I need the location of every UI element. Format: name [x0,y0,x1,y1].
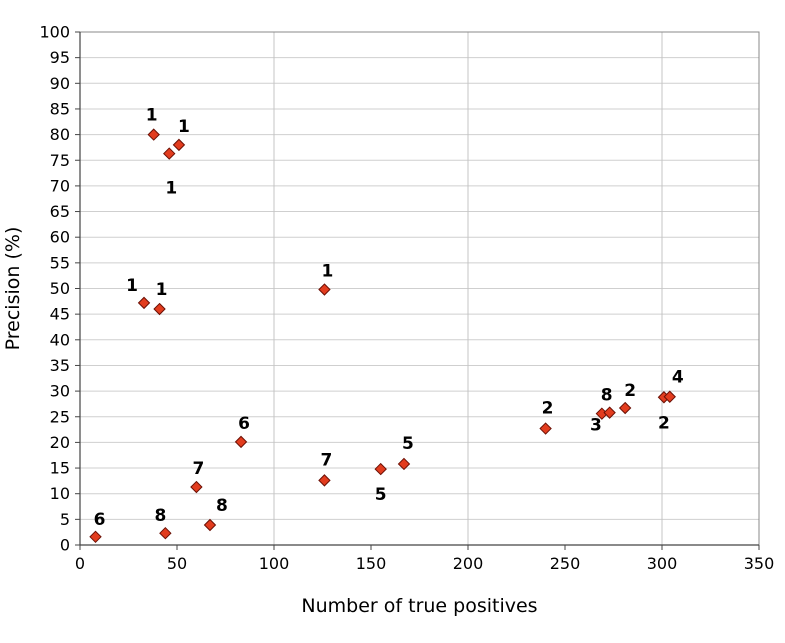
x-tick-label: 150 [356,554,387,573]
axes [75,31,760,550]
y-tick-label: 0 [60,536,70,555]
data-point [318,283,331,296]
y-tick-label: 30 [50,382,70,401]
y-tick-label: 80 [50,125,70,144]
point-label: 2 [624,381,636,401]
data-point [159,526,172,540]
data-point [137,296,151,310]
tick-labels: 0510152025303540455055606570758085909510… [39,23,774,574]
point-label: 1 [156,280,168,300]
point-label: 2 [542,399,554,419]
y-tick-label: 40 [50,330,70,349]
point-label: 1 [165,179,177,199]
point-label: 6 [94,510,106,530]
y-tick-label: 55 [50,253,70,272]
data-point [374,462,387,476]
y-tick-label: 5 [60,510,70,529]
point-label: 1 [322,262,334,282]
y-tick-label: 70 [50,176,70,195]
data-points [89,128,676,543]
data-point [234,435,248,449]
x-tick-label: 100 [259,554,290,573]
y-tick-label: 35 [50,356,70,375]
y-tick-label: 85 [50,99,70,118]
data-point [190,480,203,494]
x-tick-label: 300 [647,554,678,573]
y-tick-label: 15 [50,459,70,478]
y-tick-label: 20 [50,433,70,452]
y-tick-label: 75 [50,151,70,170]
y-tick-label: 50 [50,279,70,298]
y-tick-label: 60 [50,228,70,247]
point-label: 4 [672,368,684,388]
data-point [318,474,331,487]
point-label: 3 [590,416,602,436]
point-label: 5 [375,485,387,505]
point-label: 1 [178,117,190,137]
y-tick-label: 90 [50,74,70,93]
data-point [153,302,166,316]
data-point [147,128,160,141]
y-tick-label: 95 [50,48,70,67]
data-point [618,401,632,415]
x-axis-title: Number of true positives [301,595,537,617]
data-point [663,390,676,403]
y-axis-title: Precision (%) [2,227,24,351]
data-point [89,530,102,543]
point-label: 2 [658,413,670,433]
x-tick-label: 350 [744,554,775,573]
y-tick-label: 100 [39,23,70,42]
x-tick-label: 0 [75,554,85,573]
data-point [203,518,217,532]
x-tick-label: 250 [550,554,581,573]
y-tick-label: 65 [50,202,70,221]
grid [80,31,759,545]
data-point [603,406,616,419]
point-label: 1 [146,106,158,126]
point-label: 5 [402,434,414,454]
data-point [172,138,186,152]
point-label: 1 [126,276,138,296]
point-label: 7 [321,450,333,470]
data-point [539,422,552,435]
y-tick-label: 25 [50,407,70,426]
data-point [163,147,176,160]
point-label: 8 [216,496,228,516]
point-label: 8 [154,506,166,526]
x-tick-label: 50 [167,554,187,573]
point-label: 7 [192,459,204,479]
point-label: 6 [238,414,250,434]
point-label: 8 [601,386,613,406]
x-tick-label: 200 [453,554,484,573]
data-point [397,457,411,471]
y-tick-label: 10 [50,484,70,503]
y-tick-label: 45 [50,305,70,324]
